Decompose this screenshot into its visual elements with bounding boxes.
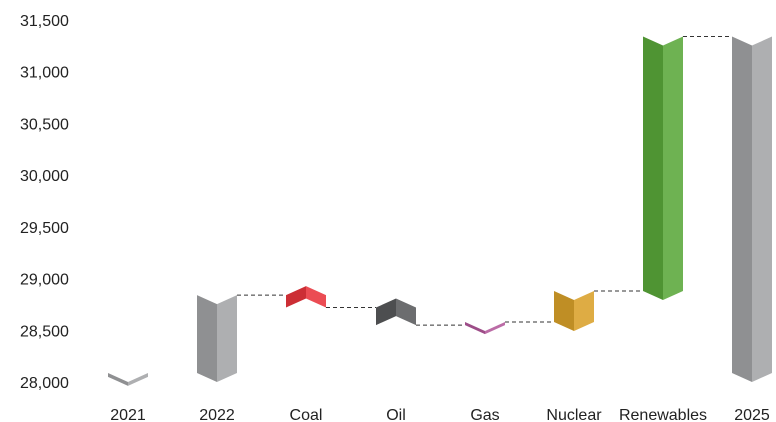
bar-left-face	[643, 36, 663, 300]
x-tick-label: Oil	[386, 407, 406, 422]
bar-right-face	[752, 36, 772, 382]
bar-left-face	[108, 373, 128, 386]
y-tick-label: 30,500	[20, 116, 69, 133]
x-tick-label: Coal	[290, 407, 323, 422]
bar	[286, 286, 326, 308]
x-tick-label: Renewables	[619, 407, 707, 422]
bar-left-face	[554, 290, 574, 332]
bar-left-face	[732, 36, 752, 382]
bar-right-face	[574, 290, 594, 332]
y-tick-label: 28,500	[20, 323, 69, 340]
bars	[108, 36, 772, 386]
y-tick-label: 29,000	[20, 272, 69, 289]
x-axis-labels: 2021 2022 Coal Oil Gas Nuclear Renewables 2025	[110, 407, 770, 422]
y-tick-label: 31,000	[20, 65, 69, 82]
y-tick-label: 29,500	[20, 220, 69, 237]
bar-right-face	[396, 298, 416, 326]
bar-right-face	[128, 373, 148, 386]
bar	[465, 322, 505, 335]
bar-left-face	[376, 298, 396, 326]
connector-lines	[237, 36, 732, 326]
bar-right-face	[217, 295, 237, 382]
bar-right-face	[306, 286, 326, 308]
bar-right-face	[485, 322, 505, 335]
x-tick-label: 2025	[734, 407, 770, 422]
y-tick-label: 30,000	[20, 168, 69, 185]
x-tick-label: 2021	[110, 407, 146, 422]
x-tick-label: Gas	[470, 407, 499, 422]
bar	[732, 36, 772, 382]
y-tick-label: 31,500	[20, 13, 69, 30]
bar-right-face	[663, 36, 683, 300]
x-tick-label: 2022	[199, 407, 235, 422]
bar	[197, 295, 237, 382]
bar-left-face	[465, 322, 485, 335]
bar	[376, 298, 416, 326]
y-axis-ticks: 28,000 28,500 29,000 29,500 30,000 30,500 31,0…	[20, 13, 69, 392]
bar-left-face	[197, 295, 217, 382]
bar	[554, 290, 594, 332]
y-tick-label: 28,000	[20, 375, 69, 392]
bar-left-face	[286, 286, 306, 308]
bar	[108, 373, 148, 386]
x-tick-label: Nuclear	[546, 407, 602, 422]
bar	[643, 36, 683, 300]
